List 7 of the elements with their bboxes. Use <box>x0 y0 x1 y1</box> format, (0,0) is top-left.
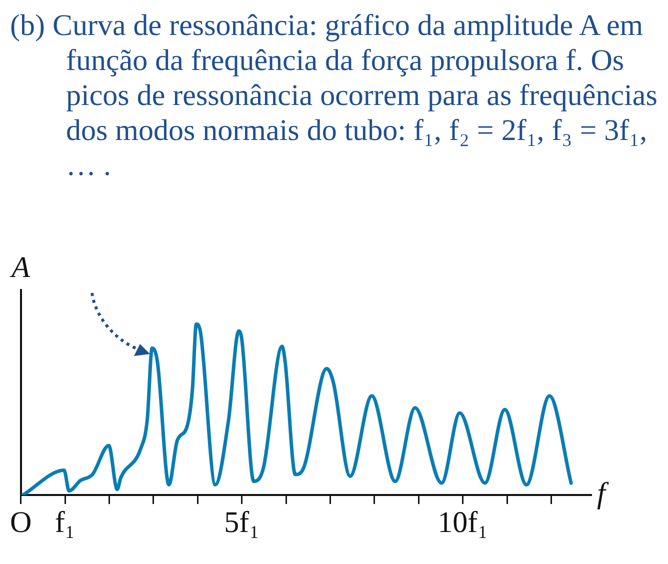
x-tick-label: 10f₁ <box>438 506 488 539</box>
x-axis-title: f <box>597 476 609 510</box>
x-tick-label: f₁ <box>54 506 76 539</box>
x-tick-label: 5f₁ <box>224 506 260 539</box>
chart-title: (b) Curva de ressonância: gráfico da amplitude A em função da frequência da força propulsora f. Os picos de ressonância ocorrem para as frequências dos modos normais do tubo: f₁, f₂ = 2f₁, f₃ = 3f₁, … . <box>10 8 658 183</box>
x-tick-label: O <box>10 506 32 539</box>
y-axis-title: A <box>10 250 31 284</box>
